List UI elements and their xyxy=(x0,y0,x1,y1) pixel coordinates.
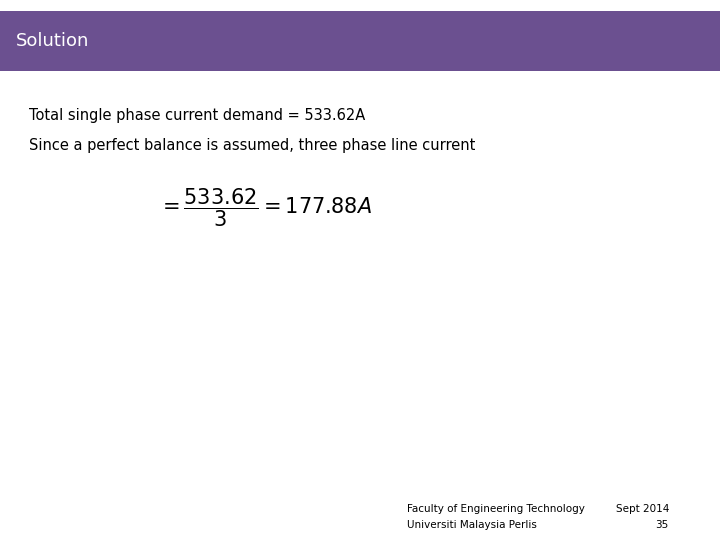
Text: Total single phase current demand = 533.62A: Total single phase current demand = 533.… xyxy=(29,108,365,123)
Text: Faculty of Engineering Technology: Faculty of Engineering Technology xyxy=(407,504,585,514)
Text: 35: 35 xyxy=(655,520,668,530)
FancyBboxPatch shape xyxy=(0,11,720,71)
Text: $=\dfrac{533.62}{3}=177.88A$: $=\dfrac{533.62}{3}=177.88A$ xyxy=(158,187,372,229)
Text: Universiti Malaysia Perlis: Universiti Malaysia Perlis xyxy=(407,520,536,530)
Text: Since a perfect balance is assumed, three phase line current: Since a perfect balance is assumed, thre… xyxy=(29,138,475,153)
Text: Sept 2014: Sept 2014 xyxy=(616,504,669,514)
Text: Solution: Solution xyxy=(16,32,89,50)
